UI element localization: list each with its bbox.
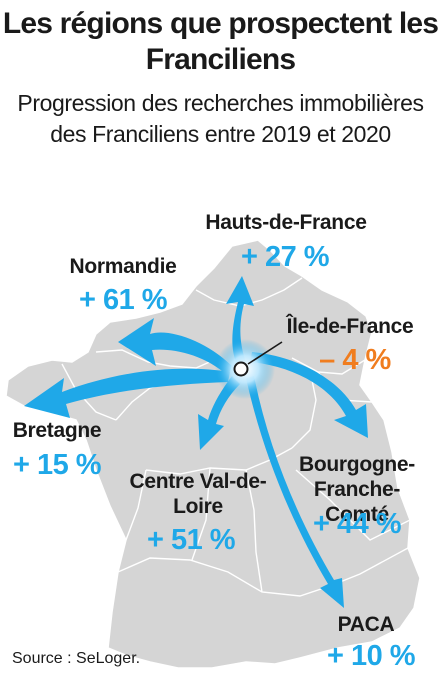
region-name-centre-val-de-loire: Centre Val-de-Loire [129, 470, 267, 518]
map-subtitle: Progression des recherches immobilières … [17, 90, 424, 147]
map-title: Les régions que prospectent les Francili… [2, 7, 439, 76]
region-value-bretagne: + 15 % [12, 449, 102, 481]
region-value-paca: + 10 % [326, 640, 416, 672]
region-name-bourgogne-franche-comte: Bourgogne-Franche-Comté [299, 453, 415, 526]
ile-de-france-leader [247, 341, 283, 365]
region-name-normandie: Normandie [69, 255, 177, 278]
arrow-normandie [118, 318, 232, 376]
region-name-ile-de-france: Île-de-France [286, 315, 414, 338]
arrow-hauts-de-france [226, 276, 254, 362]
source-note: Source : SeLoger. [12, 650, 141, 667]
region-name-bretagne: Bretagne [12, 419, 102, 442]
region-name-hauts-de-france: Hauts-de-France [205, 211, 367, 234]
ile-de-france-marker [233, 361, 249, 377]
arrow-bretagne [24, 368, 230, 418]
region-value-normandie: + 61 % [78, 284, 168, 316]
region-value-ile-de-france: – 4 % [319, 344, 391, 376]
region-value-hauts-de-france: + 27 % [240, 241, 330, 273]
region-name-paca: PACA [337, 613, 395, 636]
region-value-centre-val-de-loire: + 51 % [146, 524, 236, 556]
region-value-bourgogne-franche-comte: + 44 % [312, 508, 402, 540]
arrow-paca [246, 376, 344, 608]
